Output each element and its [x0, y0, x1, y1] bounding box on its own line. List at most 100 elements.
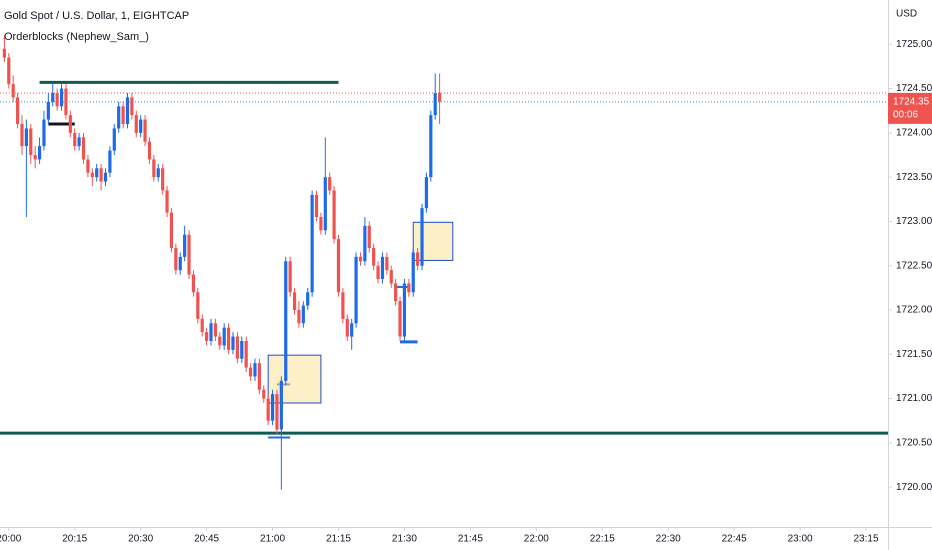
candle-body [139, 119, 143, 133]
candle-body [11, 84, 15, 98]
candle-body [301, 305, 305, 324]
candle-body [420, 208, 424, 266]
candle-body [51, 93, 55, 102]
x-tick-label: 21:15 [326, 534, 351, 545]
x-tick-label: 23:00 [788, 534, 813, 545]
candle-body [99, 168, 103, 182]
y-tick-label: 1724.50 [896, 83, 932, 94]
x-tick-label: 23:15 [854, 534, 879, 545]
candle-body [297, 310, 301, 324]
candle-body [323, 177, 327, 231]
countdown: 00:06 [893, 109, 918, 120]
x-tick-label: 20:15 [62, 534, 87, 545]
candle-body [15, 97, 20, 124]
candle-body [147, 141, 152, 160]
candle-body [394, 283, 398, 302]
candle-body [33, 155, 37, 160]
y-tick-label: 1720.00 [896, 482, 932, 493]
candle-body [424, 177, 429, 209]
y-tick-label: 1721.00 [896, 393, 932, 404]
candle-body [90, 172, 94, 178]
candle-body [205, 332, 209, 341]
candle-body [244, 341, 248, 368]
candle-body [284, 261, 288, 381]
candle-body [7, 57, 11, 85]
candle-body [438, 93, 442, 102]
candle-body [156, 168, 160, 178]
candle-body [103, 172, 108, 182]
candle-body [231, 336, 235, 350]
candle-body [121, 106, 125, 124]
candle-body [169, 212, 174, 248]
candle-body [372, 248, 376, 266]
candle-body [376, 265, 380, 279]
candle-body [218, 336, 222, 346]
candle-body [235, 336, 239, 359]
candle-body [336, 239, 341, 293]
candle-body [350, 323, 354, 337]
candle-body [178, 256, 182, 271]
indicator-name: Orderblocks (Nephew_Sam_) [4, 31, 149, 43]
candle-body [270, 394, 275, 421]
candle-body [130, 97, 134, 116]
candle-body [55, 93, 59, 107]
candle-body [81, 137, 86, 160]
candle-body [332, 190, 336, 240]
y-tick-label: 1723.00 [896, 216, 932, 227]
x-tick-label: 21:30 [392, 534, 417, 545]
y-tick-label: 1725.00 [896, 39, 932, 50]
candle-body [248, 367, 253, 377]
candle-body [275, 394, 279, 430]
candle-body [117, 106, 121, 129]
candle-body [143, 119, 147, 142]
candle-body [161, 168, 165, 191]
candle-body [42, 119, 46, 147]
x-tick-label: 22:15 [590, 534, 615, 545]
candle-body [363, 225, 367, 262]
candle-body [253, 363, 257, 377]
x-tick-label: 21:45 [458, 534, 483, 545]
candle-body [134, 115, 138, 133]
candle-body [319, 217, 323, 231]
candle-body [385, 256, 389, 271]
candle-body [73, 132, 77, 147]
candle-body [328, 177, 332, 191]
candle-body [152, 159, 156, 178]
candle-body [257, 363, 261, 390]
candle-body [416, 252, 420, 266]
candle-body [262, 389, 266, 399]
candle-body [209, 323, 213, 341]
candle-body [367, 225, 371, 248]
candle-body [314, 194, 319, 217]
candle-body [112, 128, 116, 151]
y-tick-label: 1720.50 [896, 437, 932, 448]
candle-body [86, 159, 90, 173]
candle-body [407, 283, 411, 293]
candle-body [196, 292, 200, 319]
y-tick-label: 1724.00 [896, 127, 932, 138]
candle-body [226, 327, 231, 350]
y-tick-label: 1721.50 [896, 349, 932, 360]
order-block [412, 221, 454, 261]
candle-body [108, 150, 112, 173]
candle-body [200, 318, 204, 333]
x-tick-label: 21:00 [260, 534, 285, 545]
last-price-tag [888, 92, 932, 124]
y-tick-label: 1722.50 [896, 260, 932, 271]
y-tick-label: 1722.00 [896, 305, 932, 316]
candle-body [213, 323, 218, 337]
candle-body [68, 115, 72, 133]
candle-body [411, 252, 415, 293]
candle-body [174, 248, 178, 271]
x-tick-label: 20:45 [194, 534, 219, 545]
y-tick-label: 1723.50 [896, 172, 932, 183]
plot [0, 35, 888, 490]
candle-body [341, 292, 345, 319]
candle-body [95, 168, 99, 178]
candle-body [125, 97, 130, 124]
candle-body [187, 234, 191, 275]
candle-body [46, 101, 50, 120]
candle-body [191, 274, 196, 293]
candle-body [2, 48, 6, 58]
